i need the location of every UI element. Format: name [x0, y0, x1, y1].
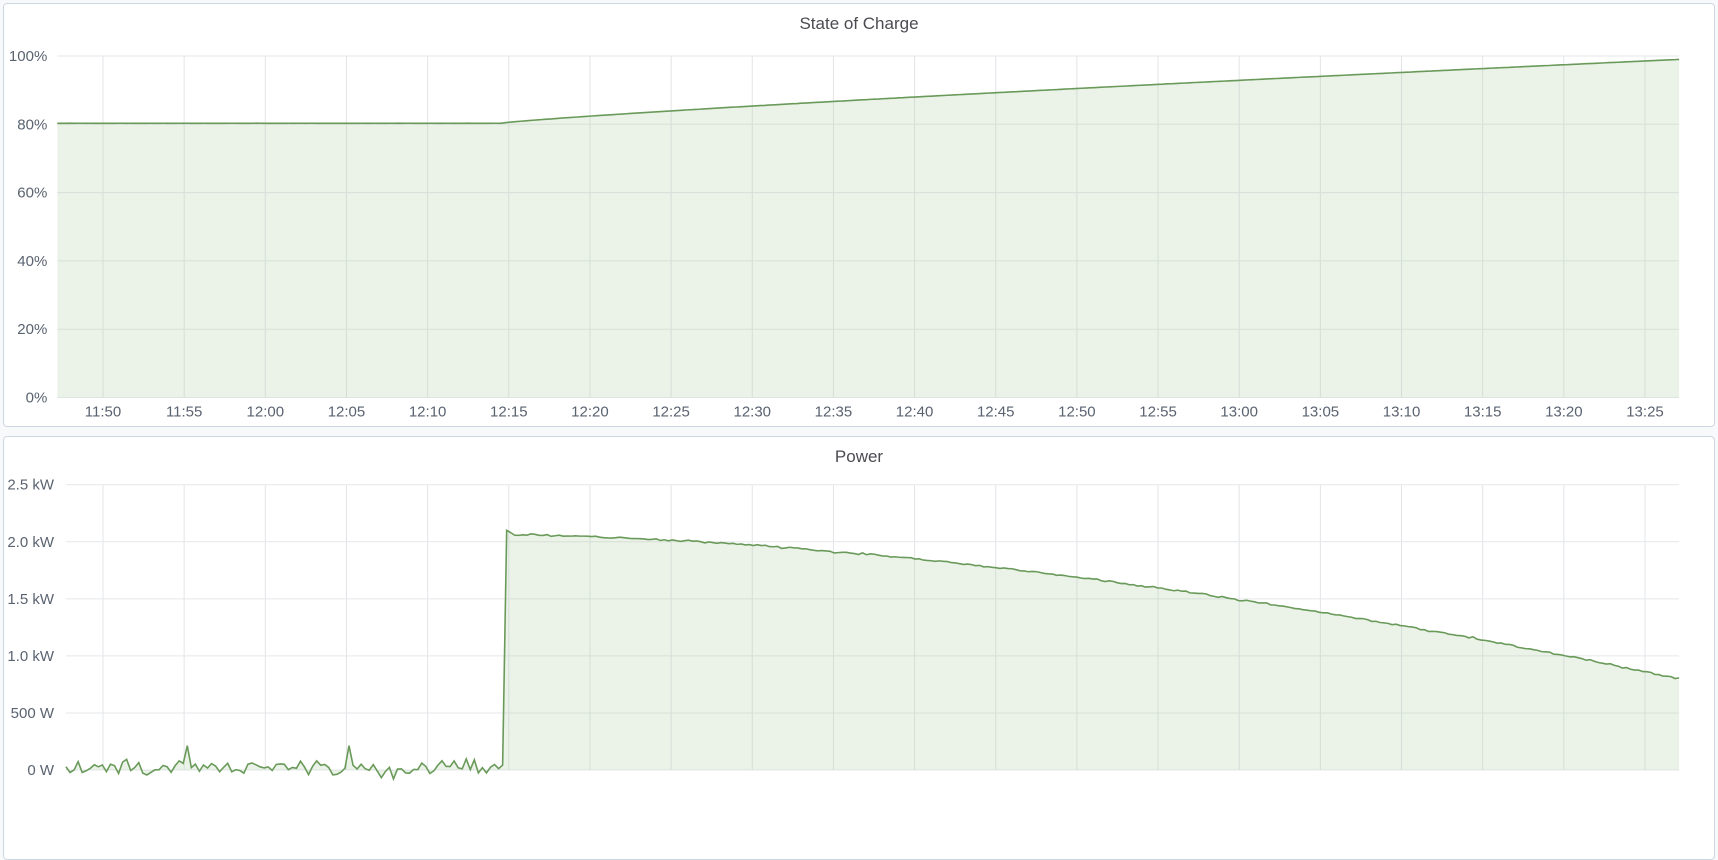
- svg-text:12:25: 12:25: [652, 404, 690, 421]
- svg-text:12:00: 12:00: [247, 404, 285, 421]
- svg-text:13:20: 13:20: [1545, 404, 1583, 421]
- svg-text:12:55: 12:55: [1139, 404, 1177, 421]
- svg-text:20%: 20%: [17, 321, 47, 338]
- svg-text:500 W: 500 W: [11, 705, 55, 722]
- svg-text:12:45: 12:45: [977, 404, 1015, 421]
- svg-text:100%: 100%: [9, 48, 47, 65]
- svg-text:0%: 0%: [26, 390, 48, 407]
- svg-text:2.0 kW: 2.0 kW: [7, 534, 55, 551]
- svg-text:80%: 80%: [17, 116, 47, 133]
- svg-text:40%: 40%: [17, 253, 47, 270]
- svg-text:12:35: 12:35: [815, 404, 853, 421]
- svg-text:13:25: 13:25: [1626, 404, 1664, 421]
- svg-text:12:15: 12:15: [490, 404, 528, 421]
- svg-text:1.0 kW: 1.0 kW: [7, 648, 55, 665]
- svg-text:0 W: 0 W: [27, 762, 55, 779]
- svg-text:1.5 kW: 1.5 kW: [7, 591, 55, 608]
- svg-text:12:40: 12:40: [896, 404, 934, 421]
- svg-text:13:00: 13:00: [1220, 404, 1258, 421]
- svg-text:13:10: 13:10: [1383, 404, 1421, 421]
- svg-text:12:05: 12:05: [328, 404, 366, 421]
- svg-text:13:05: 13:05: [1302, 404, 1340, 421]
- svg-text:12:10: 12:10: [409, 404, 447, 421]
- svg-text:2.5 kW: 2.5 kW: [7, 477, 55, 494]
- svg-text:11:55: 11:55: [166, 404, 202, 421]
- svg-text:12:20: 12:20: [571, 404, 609, 421]
- svg-text:12:50: 12:50: [1058, 404, 1096, 421]
- svg-text:60%: 60%: [17, 185, 47, 202]
- svg-text:12:30: 12:30: [733, 404, 771, 421]
- svg-text:11:50: 11:50: [85, 404, 121, 421]
- svg-text:13:15: 13:15: [1464, 404, 1502, 421]
